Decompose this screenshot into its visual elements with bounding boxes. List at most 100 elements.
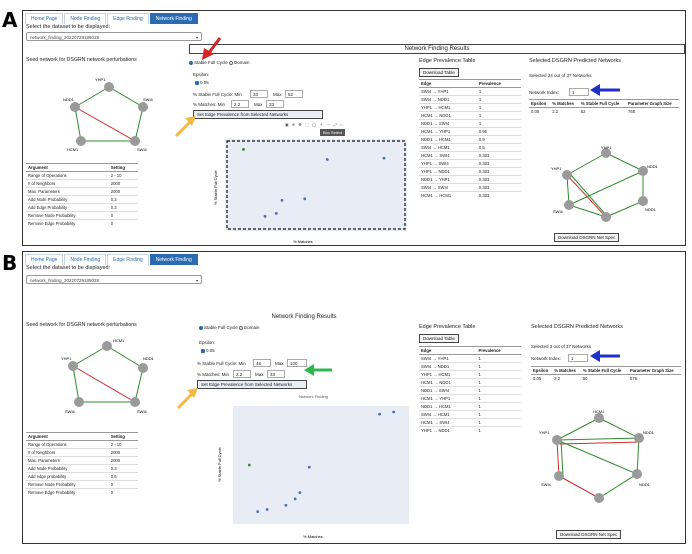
table-row: Max. Parameters 2000	[26, 187, 138, 196]
network-index-input[interactable]: 1	[568, 354, 588, 362]
edge-prevalence: 1	[476, 95, 521, 104]
radio-label: Stable Full Cycle	[204, 325, 238, 330]
net-node	[594, 493, 604, 503]
scatter-plot-b[interactable]: % Matches % Stable Full Cycle	[213, 402, 413, 542]
param-name: Remove Edge Probability	[26, 488, 109, 496]
table-row: Range of Operations 2 - 10	[26, 440, 138, 449]
edge-prevalence: 1	[476, 111, 521, 120]
edge-prevalence: 1	[476, 87, 521, 96]
zoom-icon[interactable]: ⊕	[291, 122, 297, 127]
dsgrn-network-graph: HCM1 NDD1 YHP1 NDD1 SWI4	[539, 409, 655, 503]
seed-node-label: HCM1	[67, 147, 79, 152]
matches-min-input[interactable]: 2.2	[231, 100, 249, 108]
tab-edge-finding[interactable]: Edge Finding	[107, 13, 149, 24]
edge-prevalence: 1	[476, 394, 521, 403]
net-node-label: NDD1	[647, 164, 659, 169]
zoom-out-icon[interactable]: －	[326, 122, 332, 127]
scatter-point[interactable]	[298, 491, 302, 494]
sfc-min-input[interactable]: 33	[250, 90, 268, 98]
scatter-point[interactable]	[293, 497, 297, 501]
dataset-select[interactable]: network_finding_20220729185028 ▾	[26, 32, 202, 41]
dataset-select-value: network_finding_20220729185028	[30, 35, 100, 40]
param-name: Max. Parameters	[26, 456, 109, 465]
sfc-min-input[interactable]: 48	[253, 359, 271, 367]
edge-prevalence: 1	[476, 386, 521, 395]
scatter-point[interactable]	[303, 197, 307, 201]
zoom-in-icon[interactable]: ＋	[319, 122, 325, 127]
set-edge-prevalence-button[interactable]: Set Edge Prevalence from Selected Networ…	[193, 110, 323, 119]
radio-domain[interactable]	[229, 60, 234, 65]
tab-home[interactable]: Home Page	[25, 254, 64, 265]
scatter-point[interactable]	[274, 212, 278, 215]
tab-network-finding[interactable]: Network Finding	[149, 13, 198, 24]
scatter-point[interactable]	[247, 463, 251, 467]
scatter-plot-a[interactable]: % Matches % Stable Full Cycle	[213, 135, 413, 246]
scatter-point[interactable]	[256, 510, 260, 513]
scatter-point[interactable]	[392, 410, 395, 414]
edge-prevalence: 0.333	[476, 167, 521, 176]
edge-prevalence: 1	[476, 378, 521, 387]
dataset-select[interactable]: network_finding_20220729185028 ▾	[26, 275, 202, 284]
download-dsgrn-button[interactable]: Download DSGRN Net Spec	[556, 530, 622, 539]
epsilon-checkbox[interactable]: 0.05	[195, 80, 209, 85]
seed-node	[138, 363, 148, 373]
scatter-point[interactable]	[325, 158, 329, 161]
scatter-point[interactable]	[265, 508, 269, 511]
tab-node-finding[interactable]: Node Finding	[64, 254, 107, 265]
lasso-icon[interactable]: ◯	[311, 122, 318, 127]
autoscale-icon[interactable]: ⤢	[333, 122, 338, 127]
sfc-max-input[interactable]: 52	[285, 90, 303, 98]
seed-network-graph: YHP1 NDD1 SWI4 HCM1 SWI4	[63, 77, 154, 152]
param-value: 0.6	[108, 472, 138, 481]
scatter-point[interactable]	[280, 198, 284, 202]
table-row: # of Neighbors 2000	[26, 179, 138, 188]
set-edge-prevalence-button[interactable]: Set Edge Prevalence from Selected Networ…	[197, 380, 307, 389]
reset-axes-icon[interactable]: ⌂	[339, 122, 344, 127]
scatter-point[interactable]	[242, 148, 245, 151]
matches-min-input[interactable]: 2.2	[233, 370, 251, 378]
download-table-button[interactable]: Download Table	[419, 68, 459, 77]
seed-node-label: NDD1	[143, 356, 155, 361]
matches-max-input[interactable]: 33	[267, 370, 285, 378]
tab-network-finding[interactable]: Network Finding	[149, 254, 198, 265]
camera-icon[interactable]: ▣	[285, 122, 290, 127]
edge-name: NDD1 → SWI4	[419, 119, 477, 128]
scatter-point[interactable]	[307, 465, 311, 469]
table-row: YHP1 → HCM1 1	[419, 103, 521, 112]
matches-max-input[interactable]: 33	[266, 100, 284, 108]
edge-name: YHP1 → HCM1	[419, 370, 477, 379]
pan-icon[interactable]: ✥	[298, 122, 303, 127]
tab-edge-finding[interactable]: Edge Finding	[107, 254, 149, 265]
tab-node-finding[interactable]: Node Finding	[64, 13, 107, 24]
download-table-button[interactable]: Download Table	[419, 334, 459, 343]
radio-domain[interactable]	[239, 325, 244, 330]
tab-home[interactable]: Home Page	[25, 13, 64, 24]
scatter-point[interactable]	[284, 503, 288, 507]
seed-network-graph: HCM1 YHP1 NDD1 SWI4 SWI4	[61, 338, 155, 414]
net-node	[564, 200, 574, 210]
net-node-label: NDD1	[639, 482, 651, 487]
box-select-icon[interactable]: ⬚	[304, 122, 310, 127]
radio-stable-full-cycle[interactable]	[189, 60, 193, 65]
radio-stable-full-cycle[interactable]	[199, 325, 203, 330]
table-row: 0.05 2.2 52 768	[529, 107, 679, 115]
dataset-prompt: Select the dataset to be displayed:	[26, 265, 111, 271]
param-value: 2 - 10	[108, 440, 138, 449]
network-index-input[interactable]: 1	[569, 88, 589, 96]
sfc-max-input[interactable]: 100	[287, 359, 307, 367]
scatter-point[interactable]	[378, 412, 381, 416]
epsilon-checkbox[interactable]: 0.05	[201, 348, 215, 353]
param-value: 0.3	[108, 195, 138, 204]
edge-name: HCM1 → NDD1	[419, 378, 477, 387]
table-row: YHP1 → SWI4 0.333	[419, 159, 521, 168]
scatter-point[interactable]	[382, 156, 386, 160]
scatter-point[interactable]	[263, 214, 267, 218]
table-row: SWI4 → YHP1 1	[419, 87, 521, 96]
download-dsgrn-button[interactable]: Download DSGRN Net Spec	[554, 233, 620, 242]
seed-node	[130, 136, 140, 146]
edge-name: HCM1 → HCM1	[419, 191, 477, 199]
matches-max-label: Max	[254, 102, 263, 107]
y-axis-label: % Stable Full Cycle	[217, 447, 222, 482]
edge-prevalence: 1	[476, 402, 521, 411]
plot-background	[225, 139, 407, 231]
